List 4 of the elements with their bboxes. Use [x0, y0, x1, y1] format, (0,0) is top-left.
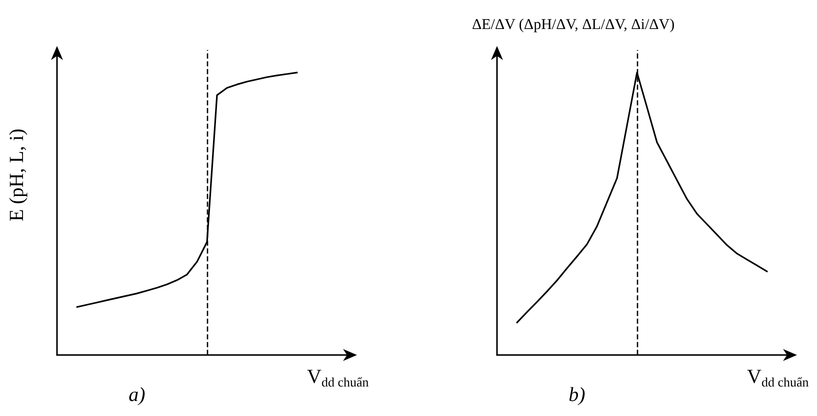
text: b) [568, 384, 586, 406]
y-axis-title: E (pH, L, i) [6, 128, 28, 222]
text: a) [128, 384, 146, 406]
y-axis-title: ΔE/ΔV (ΔpH/ΔV, ΔL/ΔV, Δi/ΔV) [472, 17, 675, 33]
